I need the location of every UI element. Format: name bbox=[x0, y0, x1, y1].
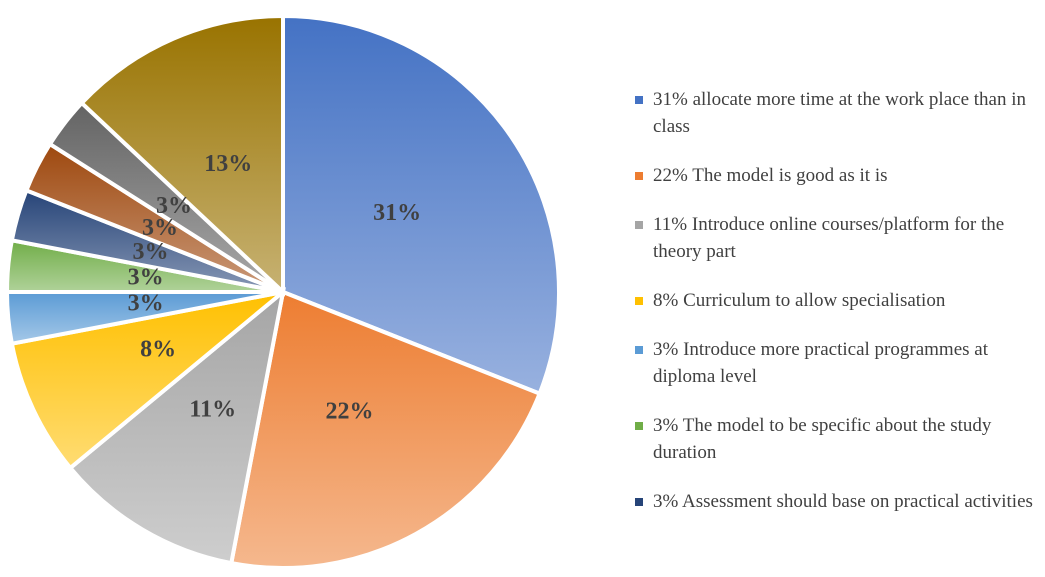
data-label: 3% bbox=[142, 215, 178, 241]
data-label: 3% bbox=[156, 193, 192, 219]
legend-label: 3% Assessment should base on practical a… bbox=[653, 491, 1033, 512]
legend-swatch bbox=[635, 96, 643, 104]
pie-slice bbox=[281, 13, 561, 397]
legend-label: 11% Introduce online courses/platform fo… bbox=[653, 214, 1005, 262]
legend-swatch bbox=[635, 346, 643, 354]
legend-item: 8% Curriculum to allow specialisation bbox=[635, 287, 1035, 314]
legend-swatch bbox=[635, 221, 643, 229]
data-label: 3% bbox=[132, 239, 168, 265]
legend-label: 31% allocate more time at the work place… bbox=[653, 89, 1026, 137]
data-label: 8% bbox=[140, 336, 176, 362]
chart: 31%22%11%8%3%3%3%3%3%13% bbox=[7, 13, 561, 570]
legend-label: 3% The model to be specific about the st… bbox=[653, 415, 992, 463]
pie-slice bbox=[78, 13, 285, 297]
legend-item: 11% Introduce online courses/platform fo… bbox=[635, 211, 1035, 265]
legend-swatch bbox=[635, 297, 643, 305]
legend-item: 3% Introduce more practical programmes a… bbox=[635, 336, 1035, 390]
legend-label: 8% Curriculum to allow specialisation bbox=[653, 290, 946, 311]
legend-swatch bbox=[635, 498, 643, 506]
data-label: 22% bbox=[325, 398, 373, 424]
legend-item: 3% Assessment should base on practical a… bbox=[635, 488, 1035, 515]
legend-item: 22% The model is good as it is bbox=[635, 162, 1035, 189]
data-label: 13% bbox=[204, 151, 252, 177]
pie-slice bbox=[67, 286, 287, 566]
legend-item: 31% allocate more time at the work place… bbox=[635, 86, 1035, 140]
legend-item: 3% The model to be specific about the st… bbox=[635, 412, 1035, 466]
pie-slice bbox=[9, 290, 285, 471]
data-label: 3% bbox=[128, 265, 164, 291]
legend: 31% allocate more time at the work place… bbox=[635, 86, 1035, 537]
legend-swatch bbox=[635, 422, 643, 430]
data-label: 3% bbox=[128, 290, 164, 316]
legend-swatch bbox=[635, 172, 643, 180]
legend-label: 3% Introduce more practical programmes a… bbox=[653, 339, 988, 387]
legend-label: 22% The model is good as it is bbox=[653, 165, 888, 186]
pie-slice bbox=[228, 289, 543, 570]
data-label: 11% bbox=[189, 396, 236, 422]
data-label: 31% bbox=[373, 200, 421, 226]
